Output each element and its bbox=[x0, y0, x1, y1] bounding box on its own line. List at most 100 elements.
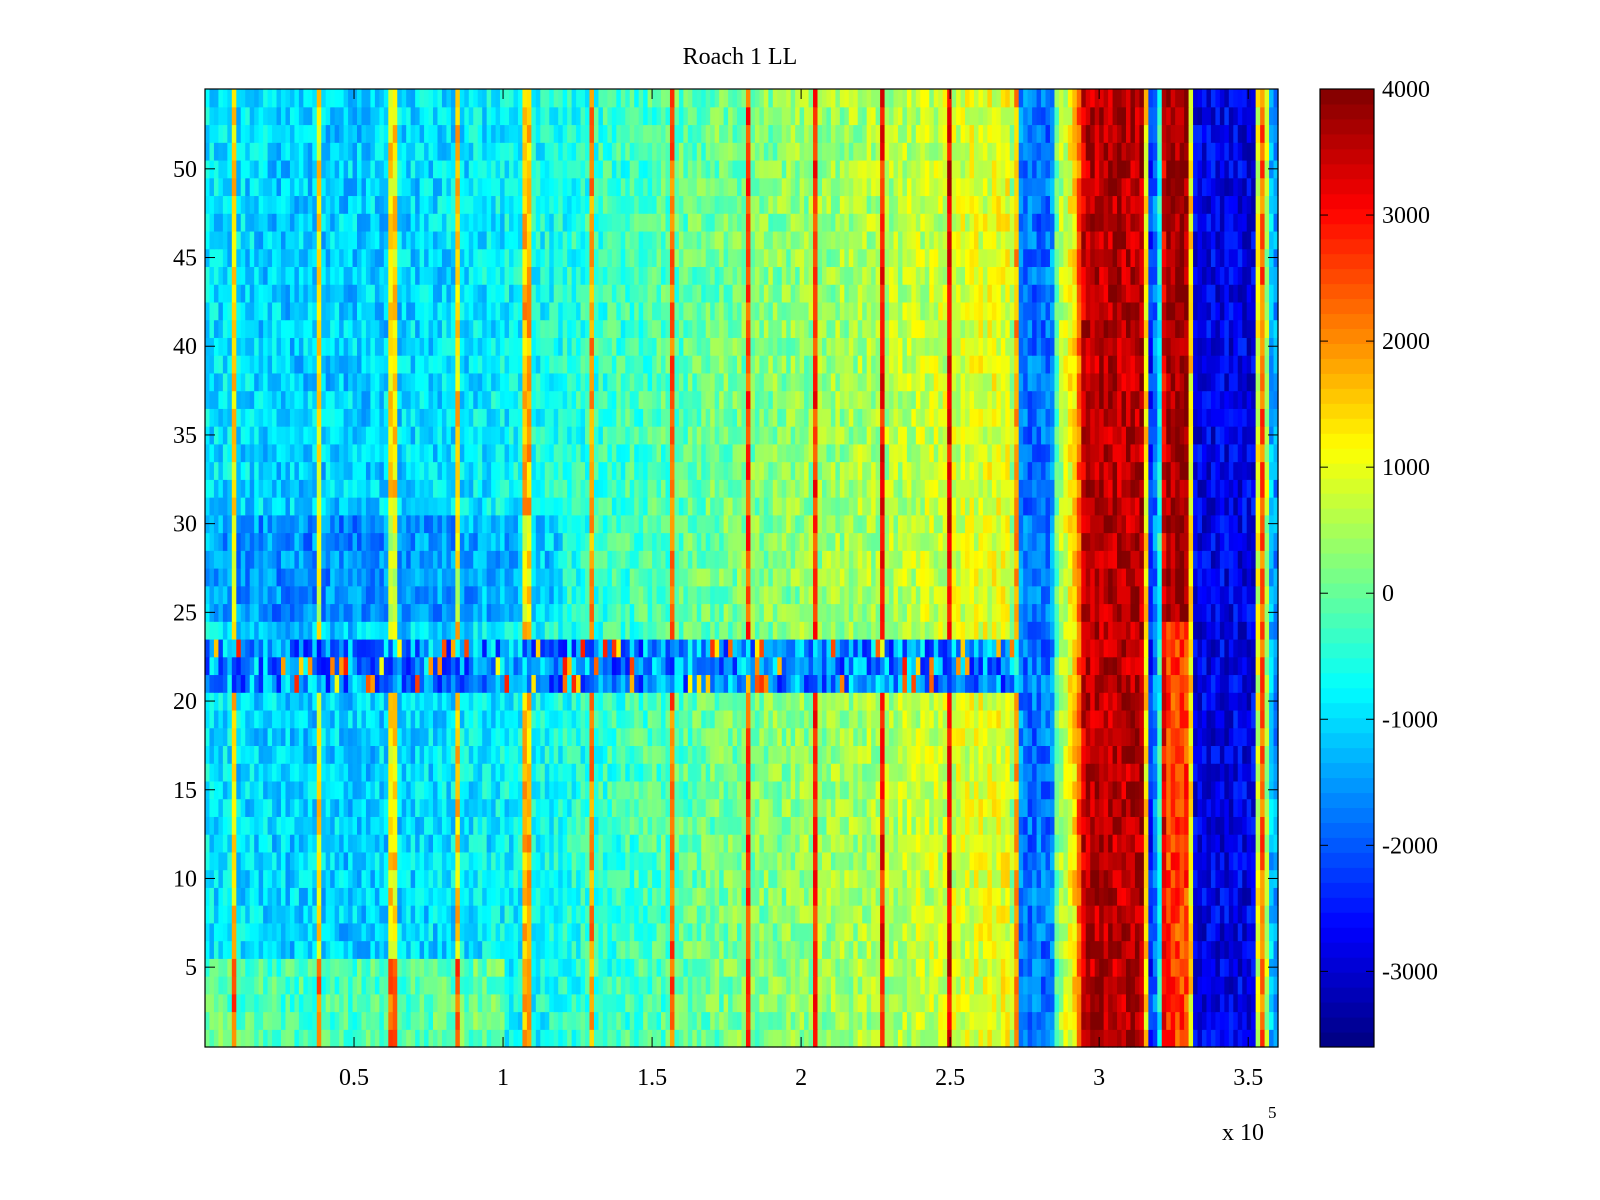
heatmap-cell bbox=[973, 780, 980, 800]
heatmap-cell bbox=[781, 692, 787, 711]
heatmap-cell bbox=[817, 851, 823, 871]
heatmap-cell bbox=[607, 958, 613, 977]
heatmap-cell bbox=[826, 745, 832, 764]
heatmap-cell bbox=[410, 869, 416, 888]
heatmap-cell bbox=[915, 976, 921, 995]
heatmap-cell bbox=[969, 905, 975, 924]
heatmap-cell bbox=[222, 958, 228, 977]
heatmap-cell bbox=[1103, 976, 1109, 995]
heatmap-cell bbox=[929, 692, 935, 711]
heatmap-cell bbox=[361, 780, 367, 800]
heatmap-cell bbox=[772, 922, 778, 942]
heatmap-cell bbox=[804, 727, 810, 747]
heatmap-cell bbox=[602, 976, 608, 995]
heatmap-cell bbox=[1188, 1029, 1194, 1048]
heatmap-cell bbox=[222, 887, 228, 906]
heatmap-cell bbox=[289, 869, 296, 888]
heatmap-cell bbox=[571, 869, 577, 888]
heatmap-cell bbox=[777, 993, 783, 1013]
heatmap-cell bbox=[473, 674, 479, 693]
heatmap-cell bbox=[231, 869, 237, 888]
heatmap-cell bbox=[611, 798, 617, 817]
heatmap-cell bbox=[1246, 887, 1252, 906]
heatmap-cell bbox=[504, 1011, 510, 1030]
heatmap-cell bbox=[1237, 816, 1243, 835]
heatmap-cell bbox=[1166, 905, 1172, 924]
heatmap-cell bbox=[245, 993, 251, 1013]
heatmap-cell bbox=[415, 816, 421, 835]
heatmap-cell bbox=[1032, 709, 1038, 729]
heatmap-cell bbox=[965, 745, 971, 764]
heatmap-cell bbox=[1076, 745, 1082, 764]
heatmap-cell bbox=[254, 958, 260, 977]
heatmap-cell bbox=[1260, 851, 1266, 871]
heatmap-cell bbox=[1032, 692, 1038, 711]
heatmap-cell bbox=[732, 1011, 738, 1030]
heatmap-cell bbox=[942, 780, 948, 800]
heatmap-cell bbox=[517, 922, 524, 942]
heatmap-cell bbox=[1246, 993, 1252, 1013]
heatmap-cell bbox=[763, 727, 769, 747]
heatmap-cell bbox=[1269, 1011, 1275, 1030]
heatmap-cell bbox=[853, 674, 859, 693]
heatmap-cell bbox=[1018, 1029, 1024, 1048]
heatmap-cell bbox=[593, 798, 600, 817]
heatmap-cell bbox=[638, 905, 644, 924]
heatmap-cell bbox=[817, 780, 823, 800]
heatmap-cell bbox=[428, 869, 434, 888]
heatmap-cell bbox=[817, 692, 823, 711]
heatmap-cell bbox=[897, 869, 904, 888]
heatmap-cell bbox=[482, 1011, 488, 1030]
heatmap-cell bbox=[348, 976, 354, 995]
heatmap-cell bbox=[464, 905, 470, 924]
heatmap-cell bbox=[477, 727, 483, 747]
heatmap-cell bbox=[491, 1011, 497, 1030]
heatmap-cell bbox=[942, 745, 948, 764]
heatmap-cell bbox=[1193, 745, 1199, 764]
heatmap-cell bbox=[759, 851, 765, 871]
heatmap-cell bbox=[678, 958, 684, 977]
heatmap-cell bbox=[531, 798, 537, 817]
heatmap-cell bbox=[933, 798, 939, 817]
heatmap-cell bbox=[240, 905, 246, 924]
heatmap-cell bbox=[227, 940, 233, 959]
heatmap-cell bbox=[1041, 851, 1047, 871]
heatmap-cell bbox=[1143, 1029, 1149, 1048]
heatmap-cell bbox=[924, 763, 930, 782]
heatmap-cell bbox=[1134, 745, 1140, 764]
heatmap-cell bbox=[875, 1011, 881, 1030]
heatmap-cell bbox=[562, 763, 568, 782]
heatmap-cell bbox=[835, 905, 841, 924]
heatmap-cell bbox=[871, 727, 877, 747]
heatmap-cell bbox=[285, 780, 291, 800]
heatmap-cell bbox=[419, 816, 425, 835]
heatmap-cell bbox=[768, 958, 774, 977]
heatmap-cell bbox=[924, 692, 930, 711]
heatmap-cell bbox=[500, 780, 506, 800]
heatmap-cell bbox=[1130, 905, 1136, 924]
heatmap-cell bbox=[933, 674, 939, 693]
heatmap-cell bbox=[303, 922, 309, 942]
heatmap-cell bbox=[1152, 692, 1158, 711]
heatmap-cell bbox=[486, 869, 492, 888]
heatmap-cell bbox=[996, 834, 1002, 853]
heatmap-cell bbox=[343, 851, 349, 871]
heatmap-cell bbox=[920, 993, 926, 1013]
heatmap-cell bbox=[813, 798, 819, 817]
heatmap-cell bbox=[361, 674, 367, 693]
heatmap-cell bbox=[495, 834, 501, 853]
heatmap-cell bbox=[240, 674, 246, 693]
heatmap-cell bbox=[947, 887, 953, 906]
heatmap-cell bbox=[352, 905, 358, 924]
heatmap-cell bbox=[835, 993, 841, 1013]
heatmap-cell bbox=[951, 905, 957, 924]
heatmap-cell bbox=[1134, 709, 1140, 729]
heatmap-cell bbox=[826, 692, 832, 711]
heatmap-cell bbox=[862, 887, 868, 906]
heatmap-cell bbox=[424, 1029, 430, 1048]
heatmap-cell bbox=[826, 798, 832, 817]
heatmap-cell bbox=[929, 674, 935, 693]
heatmap-cell bbox=[415, 692, 421, 711]
heatmap-cell bbox=[1005, 976, 1011, 995]
heatmap-cell bbox=[1045, 976, 1051, 995]
